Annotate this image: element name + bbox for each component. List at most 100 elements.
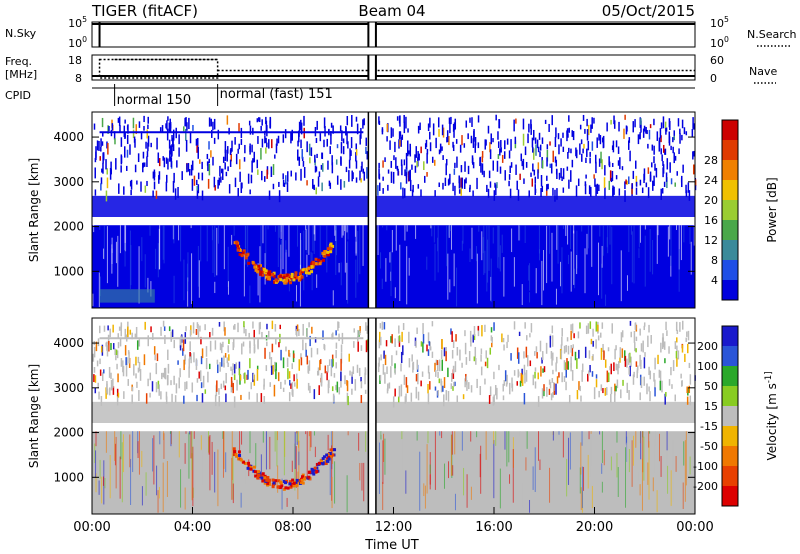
velocity-echo xyxy=(551,358,553,366)
velocity-echo xyxy=(217,364,219,374)
velocity-streak xyxy=(382,440,384,484)
power-echo xyxy=(552,150,554,163)
power-echo xyxy=(496,160,499,172)
power-feature-echo xyxy=(285,273,289,277)
power-echo xyxy=(608,156,610,166)
velocity-streak xyxy=(656,490,658,513)
velocity-echo xyxy=(410,392,413,402)
power-echo xyxy=(500,147,502,153)
power-echo xyxy=(537,162,540,174)
velocity-echo xyxy=(578,349,580,359)
power-streak xyxy=(657,225,659,236)
velocity-echo xyxy=(340,371,342,382)
velocity-streak xyxy=(308,431,310,437)
power-feature-echo xyxy=(283,280,287,284)
power-echo xyxy=(687,182,690,193)
velocity-echo xyxy=(663,341,666,350)
velocity-echo xyxy=(548,388,551,395)
velocity-streak xyxy=(616,431,618,443)
power-echo xyxy=(126,165,128,171)
velocity-echo xyxy=(654,387,656,397)
power-streak xyxy=(581,225,583,232)
power-echo xyxy=(463,143,466,148)
power-echo xyxy=(679,133,681,144)
velocity-streak xyxy=(476,431,478,438)
power-echo xyxy=(662,116,665,129)
power-echo xyxy=(106,168,108,175)
velocity-echo xyxy=(477,326,480,331)
power-echo xyxy=(634,119,636,128)
velocity-echo xyxy=(436,360,439,365)
velocity-feature-echo xyxy=(292,484,296,488)
power-echo xyxy=(665,127,668,132)
power-echo xyxy=(336,144,339,149)
power-streak xyxy=(437,237,439,252)
velocity-echo xyxy=(293,353,295,359)
velocity-echo xyxy=(346,380,349,392)
power-echo xyxy=(393,155,395,161)
velocity-streak xyxy=(178,431,180,458)
power-echo xyxy=(608,180,611,190)
velocity-echo xyxy=(234,324,236,330)
velocity-echo xyxy=(565,369,567,378)
power-echo xyxy=(320,164,323,170)
velocity-streak xyxy=(519,431,521,437)
velocity-echo xyxy=(364,367,367,372)
power-echo xyxy=(546,157,548,167)
power-echo xyxy=(124,132,126,139)
velocity-streak xyxy=(294,431,296,470)
power-streak xyxy=(602,225,604,256)
power-feature-echo xyxy=(306,269,310,273)
power-echo xyxy=(595,161,597,174)
velocity-streak xyxy=(649,431,651,434)
power-echo xyxy=(321,182,323,192)
velocity-echo xyxy=(472,334,474,343)
velocity-echo xyxy=(207,371,209,383)
power-echo xyxy=(360,127,362,139)
power-streak xyxy=(469,248,471,263)
power-echo xyxy=(464,161,466,172)
power-echo xyxy=(100,147,102,152)
velocity-echo xyxy=(443,394,445,407)
power-streak xyxy=(430,225,432,229)
velocity-feature-echo xyxy=(288,482,292,486)
power-streak xyxy=(565,225,567,236)
velocity-echo xyxy=(552,382,555,391)
power-echo xyxy=(348,159,351,169)
velocity-streak xyxy=(159,431,161,445)
velocity-echo xyxy=(680,373,682,379)
velocity-echo xyxy=(674,341,677,350)
power-feature-echo xyxy=(266,274,270,278)
velocity-echo xyxy=(450,328,452,335)
power-echo xyxy=(660,135,662,143)
velocity-streak xyxy=(332,431,334,464)
velocity-echo xyxy=(258,322,261,335)
power-streak xyxy=(267,225,269,230)
power-streak xyxy=(111,248,113,265)
power-echo xyxy=(538,132,541,140)
power-streak xyxy=(346,225,348,233)
velocity-heatmap xyxy=(91,317,739,515)
velocity-echo xyxy=(134,333,137,339)
velocity-streak xyxy=(601,481,603,493)
velocity-echo xyxy=(473,356,476,362)
power-streak xyxy=(316,274,318,288)
velocity-echo xyxy=(300,353,302,359)
velocity-streak xyxy=(591,431,593,466)
velocity-streak xyxy=(382,481,384,510)
velocity-echo xyxy=(637,365,639,371)
power-echo xyxy=(613,115,615,125)
power-echo xyxy=(575,185,578,197)
velocity-echo xyxy=(579,385,581,392)
velocity-echo xyxy=(230,366,232,371)
power-echo xyxy=(120,165,122,173)
power-band-2 xyxy=(375,195,695,218)
power-echo xyxy=(275,143,278,154)
velocity-echo xyxy=(643,322,646,327)
velocity-echo xyxy=(517,371,520,377)
velocity-echo xyxy=(100,396,103,406)
power-echo xyxy=(278,190,281,203)
power-feature-echo xyxy=(326,253,330,257)
velocity-band-2 xyxy=(92,401,369,424)
power-echo xyxy=(567,133,569,138)
